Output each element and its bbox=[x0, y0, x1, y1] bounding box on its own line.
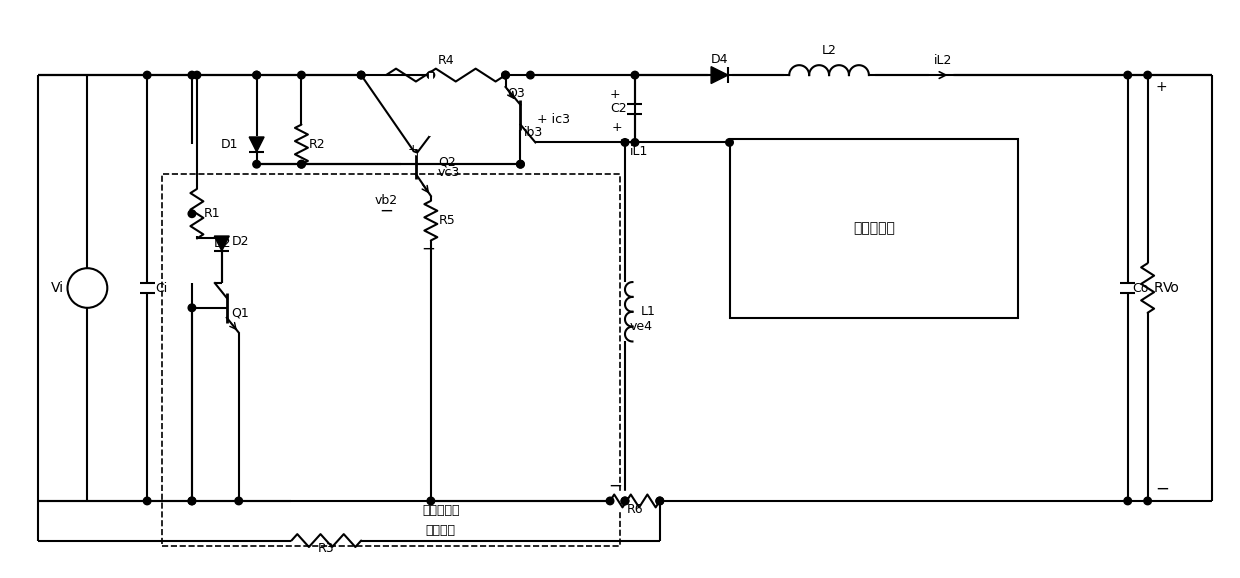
Circle shape bbox=[193, 71, 201, 79]
Circle shape bbox=[656, 497, 663, 505]
Circle shape bbox=[253, 71, 260, 79]
Text: + ic3: + ic3 bbox=[537, 113, 570, 126]
Text: 控制电路: 控制电路 bbox=[425, 524, 456, 537]
Text: L1: L1 bbox=[640, 305, 655, 318]
Circle shape bbox=[517, 161, 525, 168]
Circle shape bbox=[631, 139, 639, 146]
Text: −: − bbox=[1156, 480, 1169, 498]
Circle shape bbox=[527, 71, 534, 79]
Circle shape bbox=[517, 161, 525, 168]
Circle shape bbox=[1123, 497, 1131, 505]
Text: R6: R6 bbox=[626, 503, 644, 516]
Text: Co: Co bbox=[1132, 281, 1149, 295]
Text: +: + bbox=[610, 88, 620, 101]
Text: iL1: iL1 bbox=[630, 146, 649, 158]
Circle shape bbox=[144, 71, 151, 79]
Text: iL2: iL2 bbox=[935, 54, 952, 67]
Text: 输入自适应: 输入自适应 bbox=[422, 505, 460, 517]
Text: C2: C2 bbox=[610, 102, 626, 115]
Circle shape bbox=[427, 71, 435, 79]
Circle shape bbox=[725, 139, 733, 146]
Text: Ci: Ci bbox=[155, 281, 167, 295]
Text: −: − bbox=[608, 477, 622, 495]
Circle shape bbox=[357, 71, 365, 79]
Circle shape bbox=[188, 304, 196, 312]
Text: Vi: Vi bbox=[51, 281, 64, 295]
Polygon shape bbox=[711, 66, 728, 83]
Circle shape bbox=[427, 497, 435, 505]
Circle shape bbox=[621, 497, 629, 505]
Circle shape bbox=[298, 71, 305, 79]
Circle shape bbox=[1143, 497, 1152, 505]
Text: D2: D2 bbox=[215, 237, 232, 250]
Text: Q2: Q2 bbox=[438, 155, 455, 169]
Text: vc3: vc3 bbox=[438, 166, 460, 179]
Circle shape bbox=[188, 210, 196, 217]
Text: D1: D1 bbox=[221, 138, 239, 151]
Text: −: − bbox=[420, 239, 435, 257]
Text: −: − bbox=[379, 202, 393, 220]
Text: +: + bbox=[408, 143, 418, 156]
Text: vb2: vb2 bbox=[374, 194, 398, 208]
Circle shape bbox=[234, 497, 243, 505]
Circle shape bbox=[1123, 71, 1131, 79]
Text: ve4: ve4 bbox=[630, 320, 653, 333]
Circle shape bbox=[144, 497, 151, 505]
Text: R3: R3 bbox=[317, 542, 335, 555]
Text: L2: L2 bbox=[822, 45, 837, 57]
Text: Q1: Q1 bbox=[232, 306, 249, 319]
Text: Q3: Q3 bbox=[507, 87, 526, 100]
Text: R1: R1 bbox=[203, 208, 221, 220]
Circle shape bbox=[1143, 71, 1152, 79]
Bar bbox=[729, 139, 1018, 318]
Circle shape bbox=[188, 497, 196, 505]
Text: R2: R2 bbox=[309, 138, 325, 151]
Circle shape bbox=[253, 71, 260, 79]
Circle shape bbox=[357, 71, 365, 79]
Circle shape bbox=[631, 71, 639, 79]
Circle shape bbox=[656, 497, 663, 505]
Text: +: + bbox=[611, 121, 622, 134]
Text: R4: R4 bbox=[438, 54, 454, 67]
Text: R5: R5 bbox=[439, 214, 455, 227]
Circle shape bbox=[253, 161, 260, 168]
Circle shape bbox=[621, 497, 629, 505]
Circle shape bbox=[502, 71, 510, 79]
Circle shape bbox=[621, 139, 629, 146]
Circle shape bbox=[502, 71, 510, 79]
Text: D2: D2 bbox=[232, 235, 249, 248]
Text: D4: D4 bbox=[711, 53, 728, 66]
Circle shape bbox=[188, 71, 196, 79]
Circle shape bbox=[188, 497, 196, 505]
Polygon shape bbox=[249, 137, 264, 152]
Text: R: R bbox=[1153, 281, 1163, 295]
Circle shape bbox=[298, 161, 305, 168]
Polygon shape bbox=[215, 236, 229, 251]
Text: Vo: Vo bbox=[1163, 281, 1179, 295]
Circle shape bbox=[298, 161, 305, 168]
Text: 续流子电路: 续流子电路 bbox=[853, 221, 895, 236]
Text: ib3: ib3 bbox=[523, 126, 543, 139]
Text: +: + bbox=[1156, 80, 1167, 94]
Circle shape bbox=[606, 497, 614, 505]
